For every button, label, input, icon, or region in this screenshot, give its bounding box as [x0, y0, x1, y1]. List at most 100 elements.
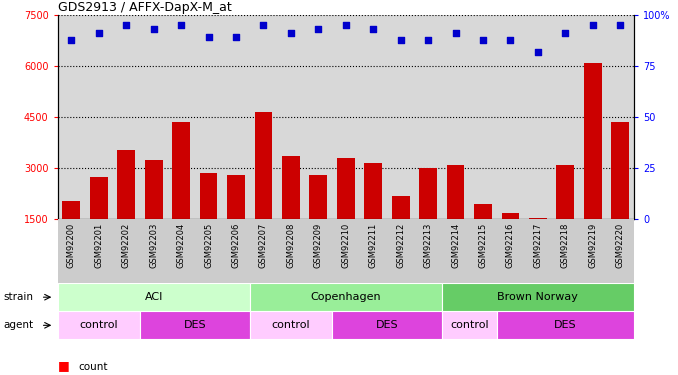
- Bar: [557, 165, 574, 270]
- Bar: [524, 219, 552, 283]
- Point: [313, 26, 324, 32]
- Text: GSM92214: GSM92214: [451, 223, 460, 268]
- Bar: [612, 122, 629, 270]
- Bar: [145, 160, 163, 270]
- Text: GSM92218: GSM92218: [561, 223, 570, 268]
- Text: GSM92210: GSM92210: [341, 223, 351, 268]
- Bar: [529, 217, 546, 270]
- Bar: [282, 156, 300, 270]
- Point: [560, 30, 571, 36]
- Point: [258, 22, 269, 28]
- Bar: [250, 283, 442, 311]
- Text: GSM92200: GSM92200: [67, 223, 76, 268]
- Text: control: control: [272, 320, 311, 330]
- Bar: [90, 177, 108, 270]
- Text: agent: agent: [3, 320, 33, 330]
- Point: [203, 34, 214, 40]
- Bar: [442, 283, 634, 311]
- Bar: [304, 219, 332, 283]
- Point: [477, 36, 488, 42]
- Text: GSM92206: GSM92206: [231, 223, 241, 268]
- Text: GSM92203: GSM92203: [149, 223, 158, 268]
- Bar: [309, 175, 327, 270]
- Bar: [442, 219, 469, 283]
- Bar: [469, 219, 497, 283]
- Text: GSM92205: GSM92205: [204, 223, 213, 268]
- Bar: [58, 283, 250, 311]
- Bar: [277, 219, 304, 283]
- Text: GDS2913 / AFFX-DapX-M_at: GDS2913 / AFFX-DapX-M_at: [58, 1, 231, 14]
- Point: [395, 36, 406, 42]
- Bar: [392, 195, 410, 270]
- Point: [340, 22, 351, 28]
- Text: GSM92212: GSM92212: [396, 223, 405, 268]
- Bar: [140, 311, 250, 339]
- Text: control: control: [79, 320, 118, 330]
- Text: ■: ■: [58, 359, 69, 372]
- Point: [121, 22, 132, 28]
- Bar: [140, 219, 167, 283]
- Bar: [579, 219, 607, 283]
- Text: DES: DES: [184, 320, 206, 330]
- Bar: [442, 311, 497, 339]
- Text: GSM92201: GSM92201: [94, 223, 103, 268]
- Text: GSM92211: GSM92211: [369, 223, 378, 268]
- Bar: [419, 168, 437, 270]
- Bar: [227, 175, 245, 270]
- Bar: [607, 219, 634, 283]
- Text: DES: DES: [376, 320, 398, 330]
- Point: [422, 36, 433, 42]
- Bar: [167, 219, 195, 283]
- Text: GSM92209: GSM92209: [314, 223, 323, 268]
- Text: ACI: ACI: [144, 292, 163, 302]
- Point: [532, 49, 543, 55]
- Point: [587, 22, 598, 28]
- Bar: [250, 219, 277, 283]
- Bar: [254, 112, 273, 270]
- Bar: [414, 219, 442, 283]
- Point: [615, 22, 626, 28]
- Text: GSM92216: GSM92216: [506, 223, 515, 268]
- Bar: [113, 219, 140, 283]
- Text: strain: strain: [3, 292, 33, 302]
- Bar: [62, 201, 80, 270]
- Text: DES: DES: [554, 320, 576, 330]
- Text: Copenhagen: Copenhagen: [311, 292, 381, 302]
- Bar: [58, 311, 140, 339]
- Text: GSM92213: GSM92213: [424, 223, 433, 268]
- Bar: [199, 173, 218, 270]
- Point: [505, 36, 516, 42]
- Bar: [387, 219, 414, 283]
- Bar: [117, 150, 135, 270]
- Text: Brown Norway: Brown Norway: [498, 292, 578, 302]
- Text: GSM92204: GSM92204: [177, 223, 186, 268]
- Bar: [332, 311, 442, 339]
- Bar: [584, 63, 601, 270]
- Text: GSM92202: GSM92202: [122, 223, 131, 268]
- Bar: [552, 219, 579, 283]
- Text: GSM92217: GSM92217: [534, 223, 542, 268]
- Text: control: control: [450, 320, 489, 330]
- Bar: [85, 219, 113, 283]
- Bar: [497, 219, 524, 283]
- Bar: [172, 122, 190, 270]
- Bar: [337, 158, 355, 270]
- Text: GSM92215: GSM92215: [479, 223, 487, 268]
- Text: count: count: [78, 363, 108, 372]
- Bar: [332, 219, 359, 283]
- Point: [231, 34, 241, 40]
- Point: [367, 26, 378, 32]
- Point: [285, 30, 296, 36]
- Bar: [497, 311, 634, 339]
- Text: GSM92207: GSM92207: [259, 223, 268, 268]
- Text: GSM92208: GSM92208: [286, 223, 296, 268]
- Point: [176, 22, 186, 28]
- Bar: [364, 163, 382, 270]
- Bar: [250, 311, 332, 339]
- Bar: [502, 213, 519, 270]
- Bar: [447, 165, 464, 270]
- Point: [148, 26, 159, 32]
- Text: GSM92219: GSM92219: [589, 223, 597, 268]
- Point: [66, 36, 77, 42]
- Bar: [58, 219, 85, 283]
